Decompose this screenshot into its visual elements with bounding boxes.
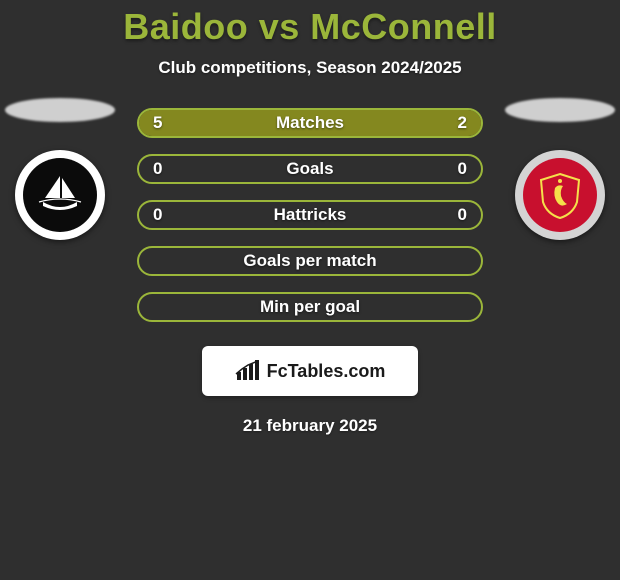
page-title: Baidoo vs McConnell	[0, 0, 620, 48]
stat-bar: Goals per match	[137, 246, 483, 276]
brand-box: FcTables.com	[202, 346, 418, 396]
player-right-side	[500, 98, 620, 240]
stat-bar: 00Hattricks	[137, 200, 483, 230]
stat-bar: 00Goals	[137, 154, 483, 184]
club-logo-right	[515, 150, 605, 240]
brand-text: FcTables.com	[267, 361, 386, 382]
liverbird-shield-icon	[533, 168, 587, 222]
player-shadow-right	[505, 98, 615, 122]
comparison-infographic: Baidoo vs McConnell Club competitions, S…	[0, 0, 620, 580]
stat-label: Hattricks	[139, 205, 481, 225]
club-logo-left-inner	[23, 158, 97, 232]
stat-label: Min per goal	[139, 297, 481, 317]
player-shadow-left	[5, 98, 115, 122]
stat-bar: 52Matches	[137, 108, 483, 138]
date-text: 21 february 2025	[0, 416, 620, 436]
barchart-icon	[235, 360, 261, 382]
player-left-side	[0, 98, 120, 240]
stat-label: Matches	[139, 113, 481, 133]
club-logo-left	[15, 150, 105, 240]
club-logo-right-inner	[523, 158, 597, 232]
stat-label: Goals per match	[139, 251, 481, 271]
arena: 52Matches 00Goals 00Hattricks Goals per mat…	[0, 108, 620, 322]
stat-bar: Min per goal	[137, 292, 483, 322]
subtitle: Club competitions, Season 2024/2025	[0, 58, 620, 78]
sailboat-icon	[33, 168, 87, 222]
stat-label: Goals	[139, 159, 481, 179]
stat-bars: 52Matches 00Goals 00Hattricks Goals per mat…	[137, 108, 483, 322]
